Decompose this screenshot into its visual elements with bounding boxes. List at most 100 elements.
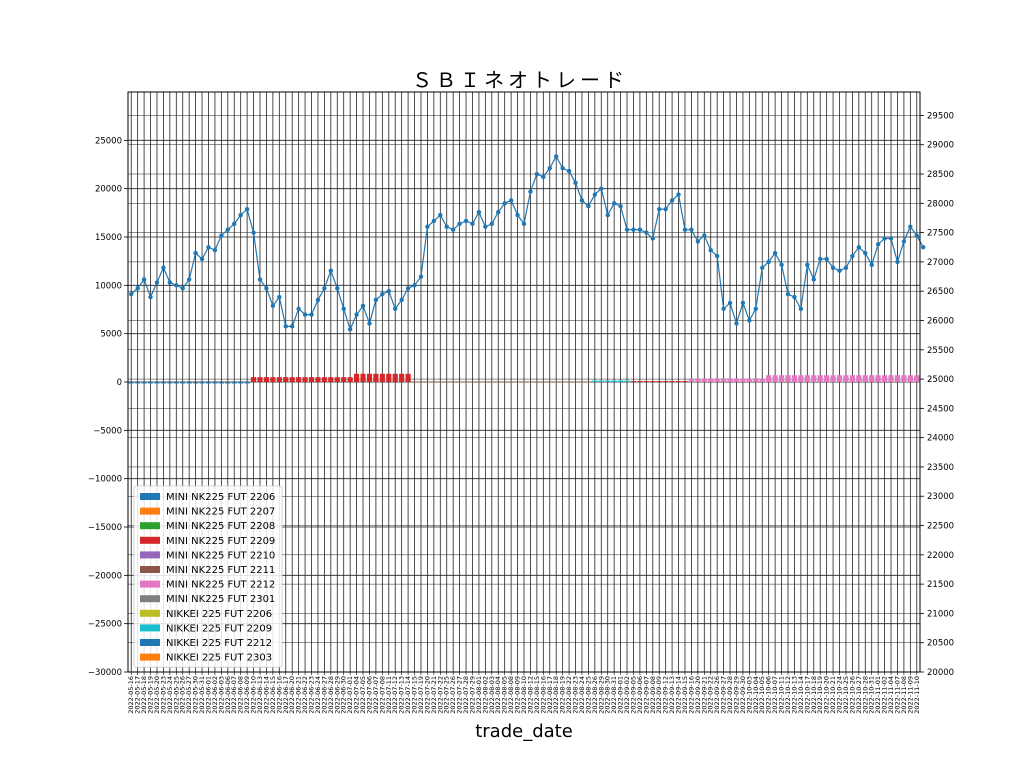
legend-label: NIKKEI 225 FUT 2206	[166, 609, 272, 620]
line-point	[315, 297, 321, 303]
x-tick-label: 2022-10-31	[868, 676, 876, 714]
x-tick-label: 2022-11-08	[900, 676, 908, 714]
line-point	[386, 288, 391, 294]
line-point	[708, 247, 713, 253]
x-tick-label: 2022-10-12	[784, 676, 792, 714]
legend: MINI NK225 FUT 2206 MINI NK225 FUT 2207 MI…	[133, 485, 283, 668]
line-point	[289, 324, 295, 329]
bar	[386, 373, 392, 382]
x-tick-label: 2022-08-18	[552, 676, 560, 714]
x-tick-label: 2022-09-05	[629, 676, 637, 714]
bar	[147, 382, 154, 384]
x-tick-label: 2022-05-31	[198, 676, 206, 714]
x-tick-label: 2022-06-16	[275, 676, 283, 714]
x-tick-label: 2022-11-01	[874, 676, 882, 714]
line-point	[888, 236, 894, 241]
left-tick-label: 25000	[95, 136, 122, 146]
line-point	[174, 283, 179, 288]
x-tick-label: 2022-07-11	[385, 676, 393, 714]
x-tick-label: 2022-07-14	[404, 676, 412, 714]
legend-swatch	[140, 609, 160, 617]
bar	[482, 381, 488, 383]
bar	[205, 382, 212, 384]
bar	[366, 373, 373, 382]
bar	[836, 375, 843, 382]
line-point	[618, 204, 623, 209]
x-tick-label: 2022-10-14	[797, 676, 805, 714]
x-tick-label: 2022-08-26	[591, 676, 599, 714]
x-tick-label: 2022-08-16	[539, 676, 547, 714]
bar	[360, 373, 366, 382]
x-tick-label: 2022-06-27	[320, 676, 328, 714]
legend-swatch	[140, 580, 160, 588]
line-point	[901, 239, 907, 244]
line-point	[624, 227, 630, 232]
right-tick-label: 28000	[927, 199, 954, 209]
legend-box	[133, 485, 283, 668]
bar	[753, 378, 759, 382]
line-point	[553, 154, 559, 159]
line-point	[779, 262, 784, 268]
x-tick-label: 2022-06-07	[230, 676, 238, 714]
x-tick-label: 2022-10-05	[758, 676, 766, 714]
x-tick-label: 2022-08-15	[533, 676, 541, 714]
x-tick-label: 2022-07-22	[436, 676, 444, 714]
bar	[914, 375, 920, 382]
line-point	[322, 286, 327, 291]
line-point	[637, 227, 643, 232]
line-point	[579, 198, 585, 203]
line-point	[573, 180, 578, 186]
line-point	[753, 306, 759, 311]
left-tick-label: 10000	[95, 281, 122, 291]
line-point	[676, 192, 681, 197]
bar	[521, 381, 527, 383]
legend-swatch	[140, 536, 160, 544]
bar-layer	[128, 373, 920, 384]
bar	[778, 375, 785, 382]
left-tick-label: −15000	[88, 523, 122, 533]
bar	[695, 378, 701, 382]
line-point	[856, 245, 862, 250]
x-tick-label: 2022-08-29	[597, 676, 605, 714]
line-point	[438, 212, 443, 218]
line-point	[457, 221, 462, 227]
right-tick-label: 29000	[927, 141, 954, 151]
line-point	[264, 286, 269, 291]
bar	[334, 377, 340, 382]
bar	[160, 382, 166, 384]
line-point	[367, 321, 372, 326]
bar	[798, 375, 804, 382]
bar	[431, 381, 437, 383]
bar	[637, 381, 643, 383]
line-point	[444, 224, 449, 229]
line-layer	[129, 154, 926, 332]
right-tick-label: 21000	[927, 609, 954, 619]
right-tick-label: 22500	[927, 522, 954, 532]
x-tick-label: 2022-07-25	[443, 676, 451, 714]
bar	[714, 378, 720, 382]
line-point	[309, 312, 314, 317]
bar	[907, 375, 913, 382]
line-point	[373, 297, 379, 303]
bar	[688, 378, 694, 382]
bar	[437, 381, 443, 383]
line-point	[161, 265, 166, 270]
line-point	[863, 250, 868, 256]
x-tick-label: 2022-10-21	[829, 676, 837, 714]
line-point	[605, 212, 610, 218]
x-tick-label: 2022-09-20	[694, 676, 702, 714]
x-tick-label: 2022-08-04	[494, 676, 502, 714]
legend-label: NIKKEI 225 FUT 2303	[166, 653, 272, 664]
line-point	[476, 209, 482, 215]
left-y-axis: −30000 −25000 −20000 −15000 −10000 −5000 0 5000…	[88, 136, 128, 678]
bar	[882, 375, 888, 382]
bar	[727, 378, 733, 382]
bar	[824, 375, 830, 382]
x-tick-label: 2022-09-01	[617, 676, 625, 714]
x-tick-label: 2022-07-01	[346, 676, 354, 714]
right-tick-label: 27000	[927, 258, 954, 268]
line-point	[541, 174, 546, 180]
x-tick-label: 2022-07-27	[456, 676, 464, 714]
line-point	[450, 227, 456, 232]
right-tick-label: 20000	[927, 668, 954, 678]
